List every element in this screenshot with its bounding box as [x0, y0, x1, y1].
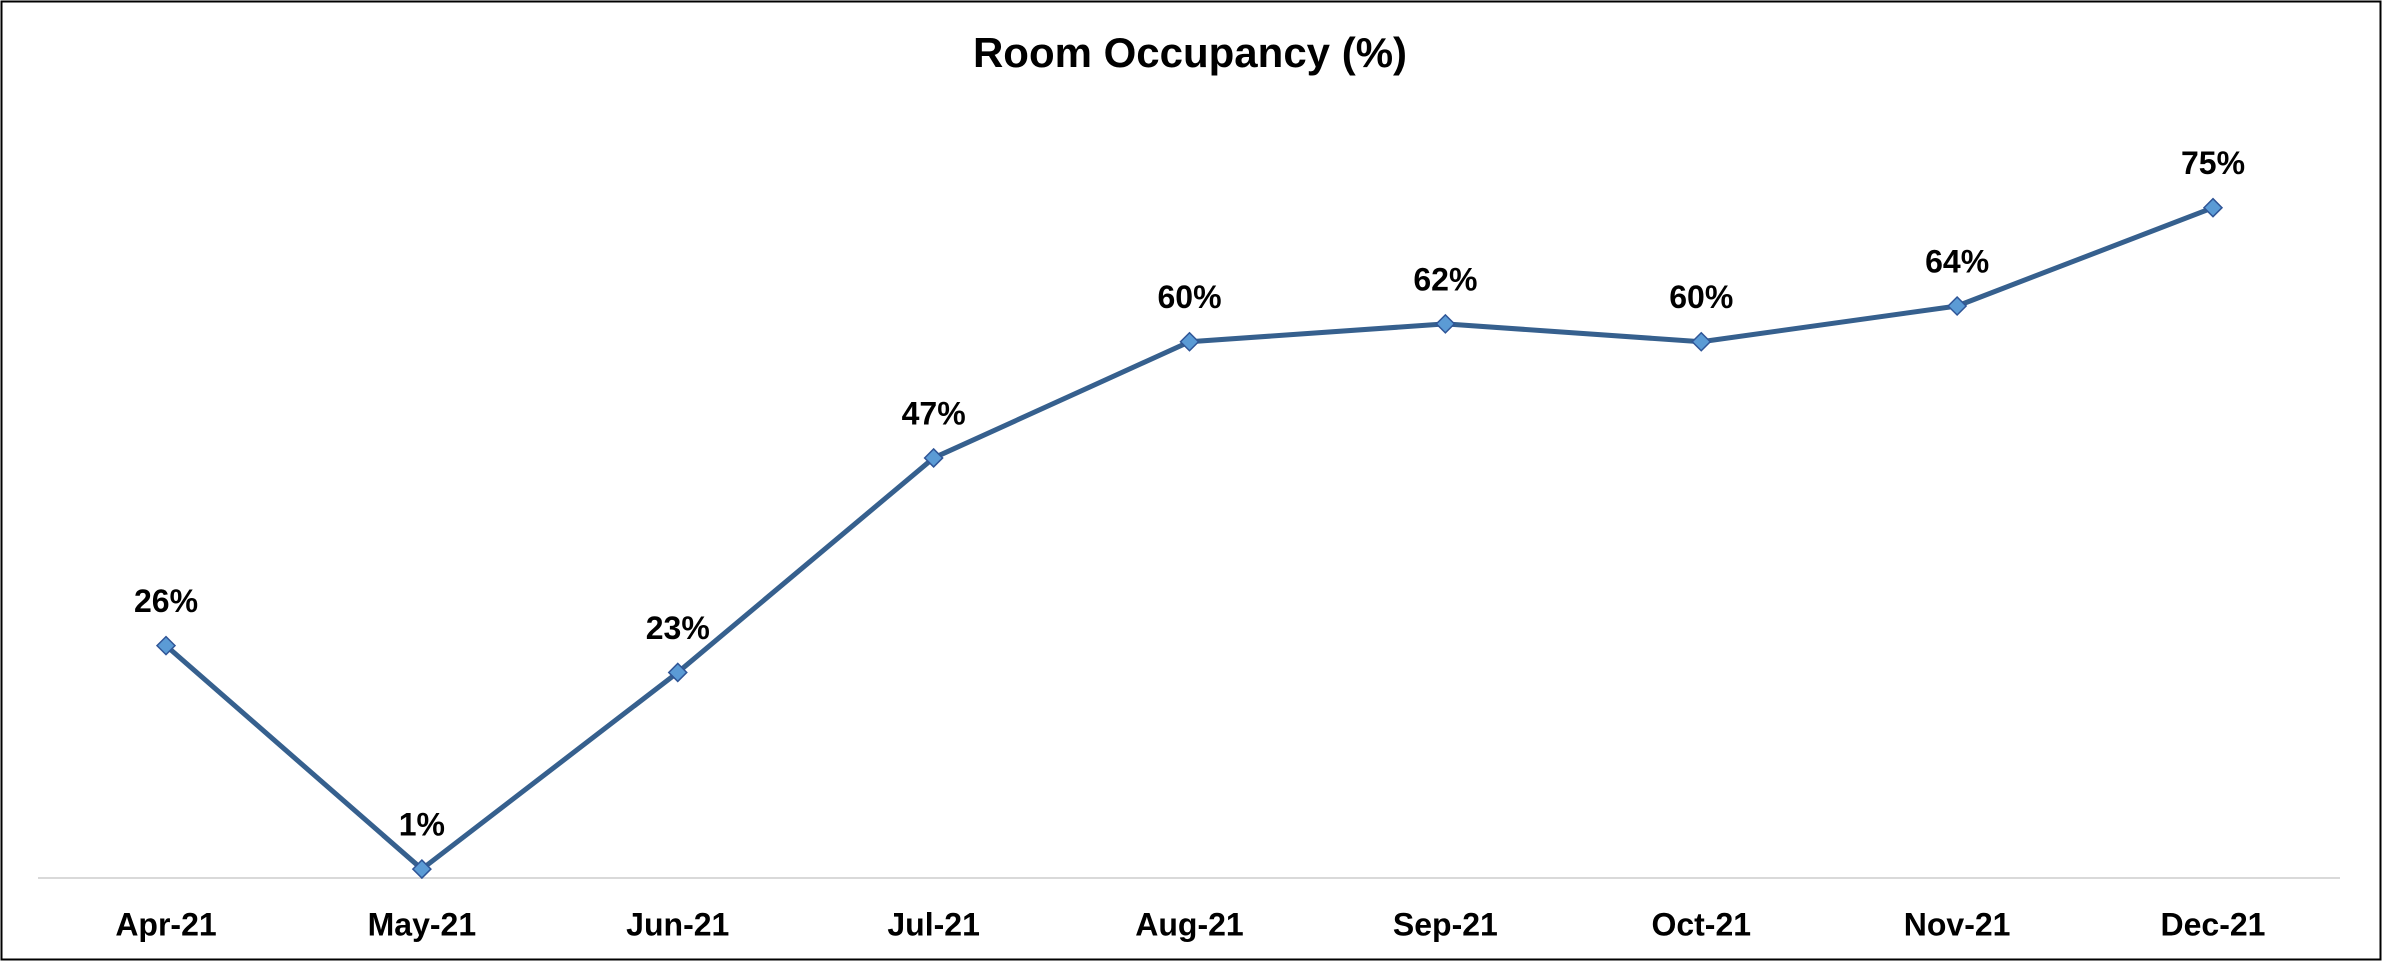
data-label: 47%	[902, 395, 966, 431]
x-tick-label: Nov-21	[1904, 906, 2011, 942]
x-tick-label: May-21	[368, 906, 477, 942]
marker	[1947, 295, 1968, 317]
x-tick-label: Jul-21	[887, 906, 979, 942]
x-tick-label: Jun-21	[626, 906, 729, 942]
data-label: 62%	[1413, 261, 1477, 297]
marker	[923, 447, 944, 468]
data-label: 64%	[1925, 243, 1989, 279]
data-label: 60%	[1157, 279, 1221, 315]
marker	[1179, 331, 1200, 352]
data-label: 23%	[646, 610, 710, 646]
chart-title: Room Occupancy (%)	[973, 29, 1407, 76]
marker	[1435, 313, 1456, 334]
marker	[667, 662, 688, 683]
x-tick-label: Sep-21	[1393, 906, 1498, 942]
data-label: 75%	[2181, 145, 2245, 181]
marker	[155, 635, 177, 656]
x-tick-label: Apr-21	[115, 906, 216, 942]
marker	[1691, 331, 1712, 352]
data-label: 26%	[134, 583, 198, 619]
x-tick-label: Dec-21	[2161, 906, 2266, 942]
x-tick-label: Oct-21	[1651, 906, 1751, 942]
x-tick-label: Aug-21	[1135, 906, 1243, 942]
data-label: 60%	[1669, 279, 1733, 315]
marker	[411, 859, 432, 880]
data-label: 1%	[399, 807, 445, 843]
marker	[2202, 197, 2224, 218]
